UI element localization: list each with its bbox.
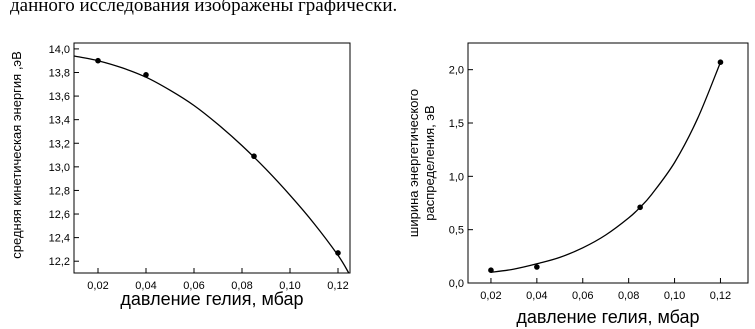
- y-axis-label-line: распределения, эВ: [422, 105, 437, 220]
- y-axis-label: средняя кинетическая энергия ,эВ: [9, 51, 24, 258]
- y-tick-label: 14,0: [49, 44, 70, 56]
- fit-curve: [490, 61, 722, 273]
- x-tick-label: 0,12: [710, 290, 731, 302]
- plot-frame: [73, 42, 351, 274]
- data-point: [637, 204, 643, 211]
- y-tick-label: 13,8: [49, 67, 70, 79]
- y-axis-label-line: ширина энергетического: [406, 89, 421, 237]
- y-tick-label: 13,6: [49, 91, 70, 103]
- y-tick-label: 12,6: [49, 209, 70, 221]
- x-tick-label: 0,08: [231, 280, 252, 292]
- x-tick-label: 0,04: [526, 290, 547, 302]
- y-tick-label: 12,4: [49, 233, 70, 245]
- data-point: [95, 57, 101, 64]
- x-axis-label: давление гелия, мбар: [120, 289, 303, 309]
- x-tick-label: 0,02: [87, 280, 108, 292]
- data-point: [534, 264, 540, 270]
- x-tick-label: 0,04: [135, 280, 156, 292]
- data-point: [488, 267, 494, 274]
- data-point: [143, 72, 149, 78]
- y-tick-label: 1,0: [449, 171, 464, 183]
- x-tick-label: 0,10: [664, 290, 685, 302]
- y-tick-label: 0,5: [449, 225, 464, 237]
- y-tick-label: 12,8: [49, 185, 70, 197]
- x-tick-label: 0,10: [279, 280, 300, 292]
- y-tick-label: 13,2: [49, 138, 70, 150]
- x-tick-label: 0,06: [183, 280, 204, 292]
- x-tick-label: 0,08: [618, 290, 639, 302]
- x-tick-label: 0,12: [327, 280, 348, 292]
- x-tick-label: 0,02: [480, 290, 501, 302]
- y-tick-label: 1,5: [449, 118, 464, 130]
- y-tick-label: 2,0: [449, 65, 464, 77]
- fit-curve: [74, 55, 350, 273]
- y-tick-label: 13,0: [49, 162, 70, 174]
- data-point: [335, 250, 341, 256]
- chart-average-kinetic-energy: 0,02 0,04 0,06 0,08 0,10 0,12 12,2 12,4 12,6 12,8…: [9, 42, 351, 309]
- x-axis-label: давление гелия, мбар: [516, 307, 699, 327]
- plot-frame: [467, 42, 749, 284]
- data-point: [717, 59, 724, 65]
- chart-energy-distribution-width: 0,02 0,04 0,06 0,08 0,10 0,12 0,0 0,5 1,0 1,5 2,0 д…: [406, 42, 749, 327]
- intro-text: данного исследования изображены графичес…: [10, 0, 398, 16]
- data-point: [251, 153, 257, 160]
- y-tick-label: 13,4: [49, 115, 70, 127]
- y-tick-label: 12,2: [49, 256, 70, 268]
- x-tick-label: 0,06: [572, 290, 593, 302]
- y-tick-label: 0,0: [449, 278, 464, 290]
